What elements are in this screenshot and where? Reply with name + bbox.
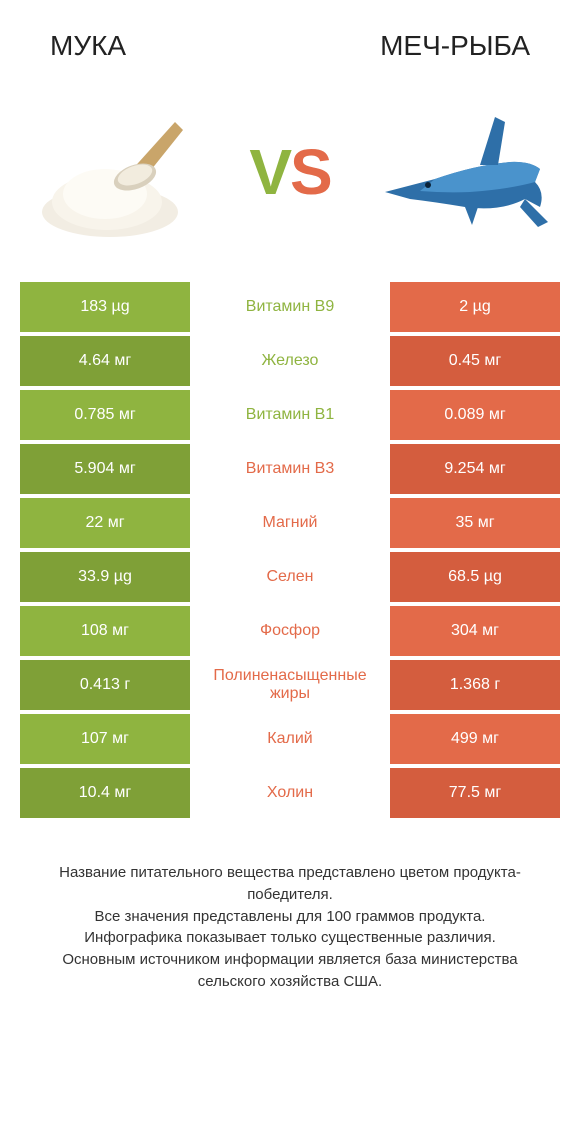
value-left: 0.413 г [20,660,190,710]
value-right: 77.5 мг [390,768,560,818]
value-left: 33.9 µg [20,552,190,602]
value-left: 4.64 мг [20,336,190,386]
value-left: 22 мг [20,498,190,548]
value-left: 183 µg [20,282,190,332]
table-row: 183 µgВитамин B92 µg [20,282,560,332]
nutrient-label: Холин [190,768,390,818]
table-row: 22 мгМагний35 мг [20,498,560,548]
vs-label: VS [249,135,330,209]
title-right: МЕЧ-РЫБА [380,30,530,62]
footer-line: Название питательного вещества представл… [30,862,550,906]
nutrient-label: Витамин B9 [190,282,390,332]
value-right: 35 мг [390,498,560,548]
table-row: 107 мгКалий499 мг [20,714,560,764]
nutrient-label: Витамин B1 [190,390,390,440]
value-left: 107 мг [20,714,190,764]
value-right: 0.089 мг [390,390,560,440]
vs-s: S [290,136,331,208]
nutrient-label: Калий [190,714,390,764]
header: МУКА МЕЧ-РЫБА [0,0,580,82]
value-right: 304 мг [390,606,560,656]
nutrient-label: Магний [190,498,390,548]
table-row: 10.4 мгХолин77.5 мг [20,768,560,818]
title-left: МУКА [50,30,126,62]
value-right: 2 µg [390,282,560,332]
table-row: 108 мгФосфор304 мг [20,606,560,656]
value-right: 0.45 мг [390,336,560,386]
table-row: 5.904 мгВитамин B39.254 мг [20,444,560,494]
table-row: 0.413 гПолиненасыщенные жиры1.368 г [20,660,560,710]
comparison-table: 183 µgВитамин B92 µg4.64 мгЖелезо0.45 мг… [0,282,580,818]
value-left: 108 мг [20,606,190,656]
value-right: 1.368 г [390,660,560,710]
swordfish-image [380,97,550,247]
table-row: 33.9 µgСелен68.5 µg [20,552,560,602]
value-right: 68.5 µg [390,552,560,602]
images-row: VS [0,82,580,282]
flour-icon [35,102,195,242]
flour-image [30,97,200,247]
value-right: 499 мг [390,714,560,764]
value-left: 0.785 мг [20,390,190,440]
nutrient-label: Фосфор [190,606,390,656]
nutrient-label: Витамин B3 [190,444,390,494]
footer-notes: Название питательного вещества представл… [0,822,580,993]
footer-line: Основным источником информации является … [30,949,550,993]
vs-v: V [249,136,290,208]
footer-line: Все значения представлены для 100 граммо… [30,906,550,928]
value-right: 9.254 мг [390,444,560,494]
value-left: 10.4 мг [20,768,190,818]
footer-line: Инфографика показывает только существенн… [30,927,550,949]
table-row: 0.785 мгВитамин B10.089 мг [20,390,560,440]
table-row: 4.64 мгЖелезо0.45 мг [20,336,560,386]
nutrient-label: Полиненасыщенные жиры [190,660,390,710]
value-left: 5.904 мг [20,444,190,494]
nutrient-label: Селен [190,552,390,602]
nutrient-label: Железо [190,336,390,386]
swordfish-icon [380,107,550,237]
